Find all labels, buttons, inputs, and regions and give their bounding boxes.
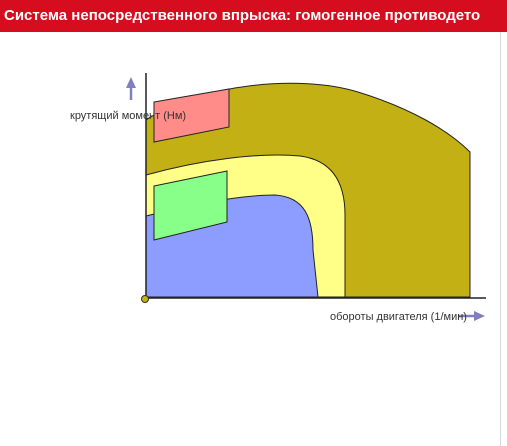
title-bar: Система непосредственного впрыска: гомог… [0,0,507,32]
upper-highlight-box [153,88,230,143]
x-axis-label: обороты двигателя (1/мин) [330,311,467,323]
y-axis-arrow-icon [126,77,136,100]
page-title: Система непосредственного впрыска: гомог… [4,7,481,24]
x-axis-arrow-icon [458,311,485,321]
y-axis-label: крутящий момент (Нм) [70,110,186,122]
axis-origin-dot [141,295,149,303]
divider [500,32,501,446]
lower-highlight-box [153,170,228,241]
